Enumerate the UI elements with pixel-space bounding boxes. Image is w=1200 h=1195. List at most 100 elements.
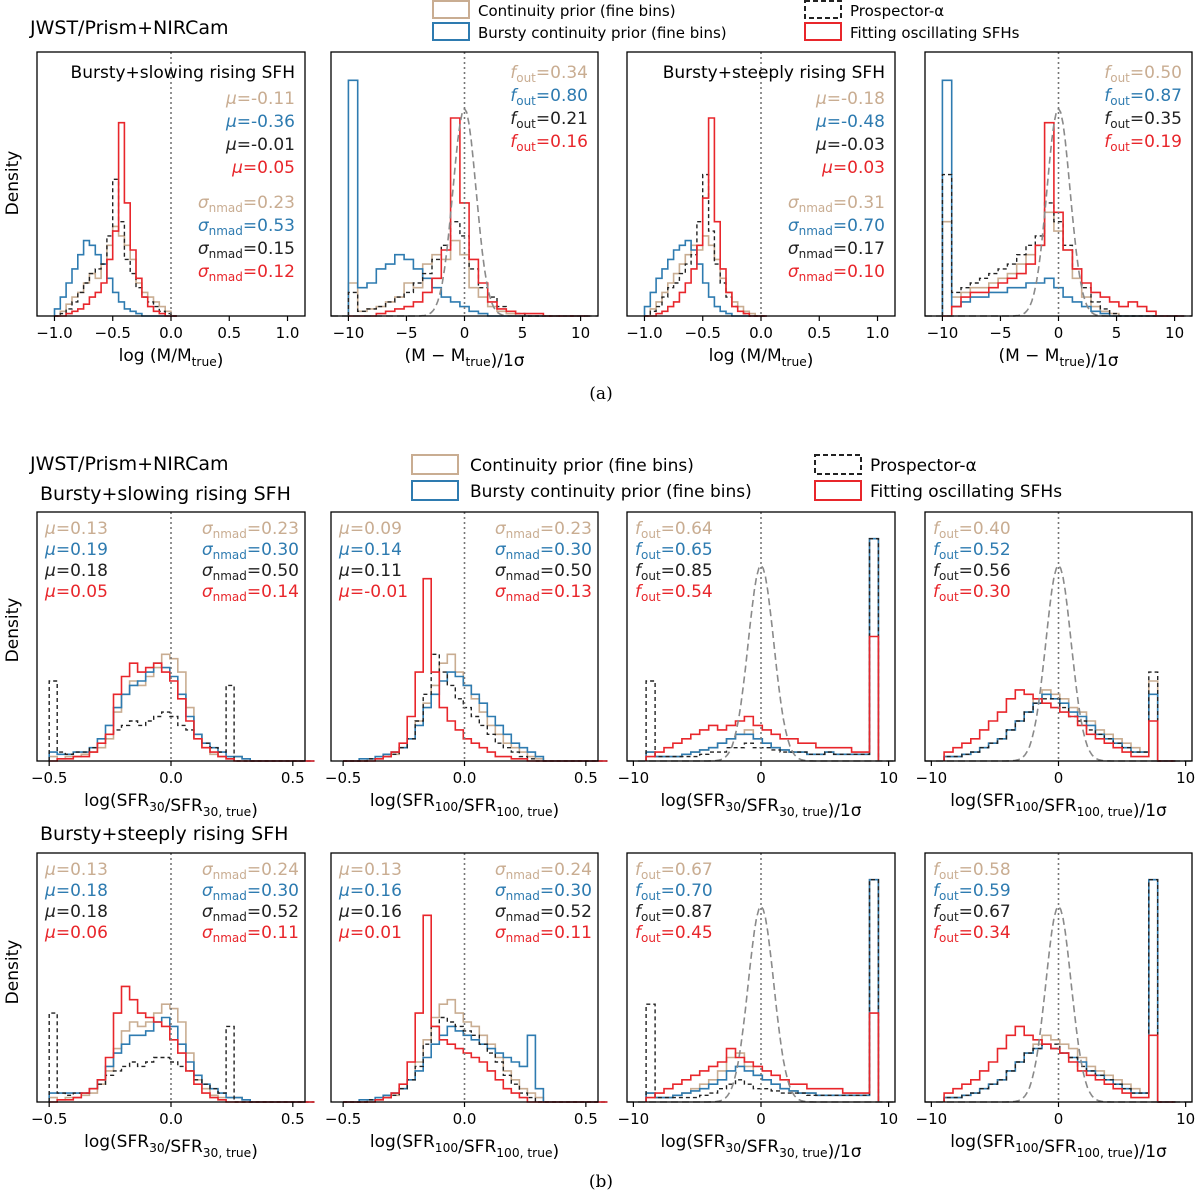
panel-a-y-label: Density xyxy=(3,151,23,216)
stat-continuity: fout=0.50 xyxy=(1104,63,1182,85)
legend-a-prospector-swatch xyxy=(804,0,842,19)
panel-a-instrument-label: JWST/Prism+NIRCam xyxy=(29,17,229,39)
hist-prospector xyxy=(645,538,880,761)
stat-continuity: σnmad=0.24 xyxy=(202,860,299,882)
hist-oscillating xyxy=(343,577,608,762)
stat-prospector: σnmad=0.15 xyxy=(198,239,295,261)
stat-continuity: μ=-0.18 xyxy=(815,89,885,109)
stat-bursty: σnmad=0.30 xyxy=(495,540,592,562)
stat-bursty: fout=0.52 xyxy=(933,540,1011,562)
x-tick-label: −0.5 xyxy=(325,769,361,787)
subplot-b3: −10 0 10 log(SFR30/SFR30, true)/1σ fout=0.64… xyxy=(618,511,898,821)
subplot-a1: −1.0 −0.5 0.0 0.5 1.0 log (M/Mtrue) Bursty+slo… xyxy=(36,51,306,371)
stat-oscillating: fout=0.16 xyxy=(510,132,588,154)
stat-prospector: fout=0.85 xyxy=(635,561,713,583)
stat-oscillating: σnmad=0.12 xyxy=(198,262,295,284)
subplot-a3: −1.0 −0.5 0.0 0.5 1.0 log (M/Mtrue) Bursty+ste… xyxy=(626,51,896,371)
x-tick-label: −5 xyxy=(989,324,1011,342)
x-axis-label: log(SFR30/SFR30, true)/1σ xyxy=(660,791,861,821)
x-axis-label: log(SFR100/SFR100, true) xyxy=(370,1132,559,1162)
x-tick-label: 0.5 xyxy=(807,324,831,342)
stat-oscillating: fout=0.34 xyxy=(933,923,1011,945)
x-tick-label: −10 xyxy=(618,769,650,787)
stat-bursty: fout=0.80 xyxy=(510,86,588,108)
panel-b-legend: Continuity prior (fine bins) Bursty cont… xyxy=(411,454,1062,502)
hist-oscillating xyxy=(645,635,880,761)
stat-oscillating: σnmad=0.11 xyxy=(202,923,299,945)
hist-oscillating xyxy=(343,914,608,1103)
x-tick-label: −5 xyxy=(395,324,417,342)
x-tick-label: 0 xyxy=(1054,769,1064,787)
stat-continuity: μ=0.13 xyxy=(44,519,108,539)
x-tick-label: −0.5 xyxy=(31,769,67,787)
stat-oscillating: fout=0.30 xyxy=(933,582,1011,604)
x-tick-label: 0.5 xyxy=(281,1110,305,1128)
stat-bursty: μ=-0.48 xyxy=(815,112,885,132)
stat-bursty: σnmad=0.70 xyxy=(788,216,885,238)
x-axis-label: log(SFR30/SFR30, true) xyxy=(84,791,258,821)
stat-bursty: fout=0.87 xyxy=(1104,86,1182,108)
hist-oscillating xyxy=(943,1025,1176,1103)
stat-bursty: μ=0.16 xyxy=(338,881,402,901)
hist-prospector xyxy=(48,680,315,762)
stat-continuity: μ=-0.11 xyxy=(225,89,295,109)
x-axis-label: (M − Mtrue)/1σ xyxy=(404,346,524,371)
stat-prospector: σnmad=0.50 xyxy=(202,561,299,583)
hist-oscillating xyxy=(645,1012,880,1102)
stat-continuity: μ=0.13 xyxy=(338,860,402,880)
hist-continuity xyxy=(48,653,315,762)
stat-oscillating: σnmad=0.11 xyxy=(495,923,592,945)
x-tick-label: −1.0 xyxy=(626,324,662,342)
stat-continuity: fout=0.40 xyxy=(933,519,1011,541)
x-tick-label: −10 xyxy=(927,324,959,342)
hist-continuity xyxy=(343,998,608,1103)
legend-a-bursty-label: Bursty continuity prior (fine bins) xyxy=(478,24,727,42)
stat-continuity: fout=0.67 xyxy=(635,860,713,882)
subplot-b6: −0.5 0.0 0.5 log(SFR100/SFR100, true) μ=0.13… xyxy=(325,852,608,1162)
legend-b-prospector-swatch xyxy=(814,454,862,475)
x-tick-label: 10 xyxy=(1176,1110,1195,1128)
legend-b-oscillating-label: Fitting oscillating SFHs xyxy=(870,482,1062,502)
x-axis-label: log(SFR100/SFR100, true) xyxy=(370,791,559,821)
stat-bursty: fout=0.65 xyxy=(635,540,713,562)
hist-prospector xyxy=(343,653,608,762)
stat-oscillating: σnmad=0.10 xyxy=(788,262,885,284)
stat-oscillating: μ=0.03 xyxy=(821,158,885,178)
stat-oscillating: σnmad=0.13 xyxy=(495,582,592,604)
x-axis-label: log(SFR30/SFR30, true)/1σ xyxy=(660,1132,861,1162)
stat-oscillating: μ=0.06 xyxy=(44,923,108,943)
hist-oscillating xyxy=(942,121,1184,317)
panel-b-row2-title: Bursty+steeply rising SFH xyxy=(40,823,288,845)
hist-bursty xyxy=(643,239,767,317)
stat-continuity: fout=0.64 xyxy=(635,519,713,541)
x-axis-label: (M − Mtrue)/1σ xyxy=(998,346,1118,371)
x-axis-label: log(SFR30/SFR30, true) xyxy=(84,1132,258,1162)
subplot-b8: −10 0 10 log(SFR100/SFR100, true)/1σ fout=0.… xyxy=(916,852,1195,1162)
panel-a-legend: Continuity prior (fine bins) Bursty cont… xyxy=(432,0,1020,42)
x-tick-label: 0 xyxy=(1054,1110,1064,1128)
stat-prospector: σnmad=0.17 xyxy=(788,239,885,261)
x-tick-label: 0 xyxy=(756,1110,766,1128)
hist-prospector xyxy=(54,178,177,317)
x-axis-label: log(SFR100/SFR100, true)/1σ xyxy=(950,791,1167,821)
stat-prospector: σnmad=0.52 xyxy=(202,902,299,924)
hist-oscillating xyxy=(54,121,177,317)
stat-oscillating: μ=0.05 xyxy=(44,582,108,602)
hist-continuity xyxy=(644,235,767,317)
legend-b-oscillating-swatch xyxy=(814,480,862,501)
x-tick-label: 1.0 xyxy=(866,324,890,342)
x-tick-label: 0.0 xyxy=(453,1110,477,1128)
subplot-title: Bursty+slowing rising SFH xyxy=(71,63,295,83)
legend-a-bursty-swatch xyxy=(432,22,470,41)
stat-prospector: μ=0.18 xyxy=(44,561,108,581)
x-tick-label: 0 xyxy=(460,324,470,342)
stat-oscillating: σnmad=0.14 xyxy=(202,582,299,604)
x-tick-label: 0 xyxy=(1054,324,1064,342)
stat-prospector: fout=0.87 xyxy=(635,902,713,924)
stat-prospector: μ=-0.01 xyxy=(225,135,295,155)
x-tick-label: −10 xyxy=(618,1110,650,1128)
panel-b-instrument-label: JWST/Prism+NIRCam xyxy=(29,453,229,475)
stat-continuity: σnmad=0.23 xyxy=(198,193,295,215)
x-tick-label: 10 xyxy=(571,324,590,342)
